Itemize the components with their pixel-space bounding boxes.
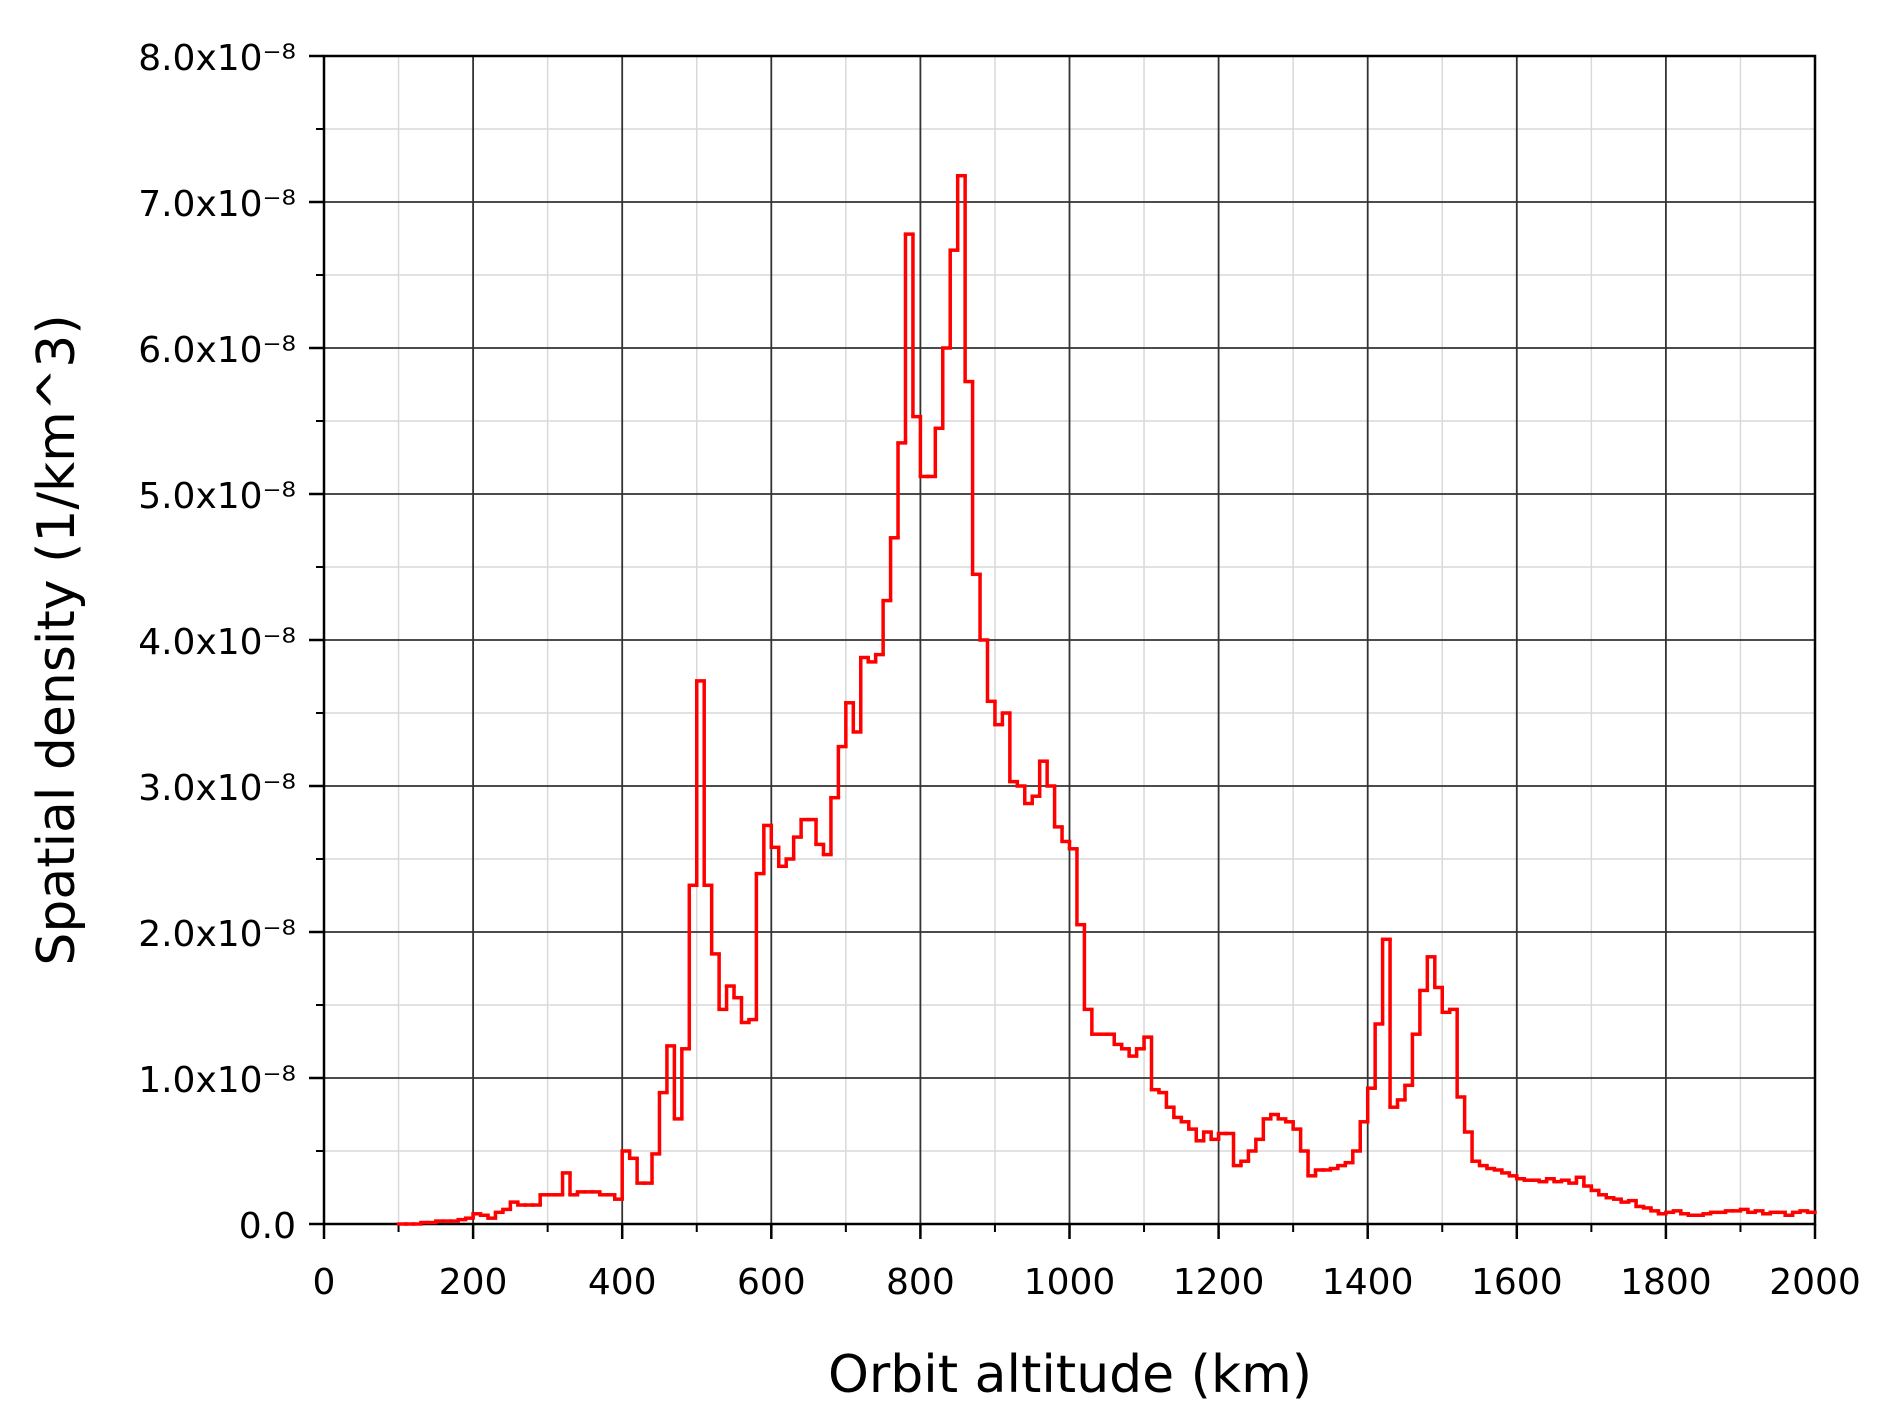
y-axis-title: Spatial density (1/km^3) [27,314,87,965]
y-tick-label: 4.0x10⁻⁸ [138,622,296,663]
y-tick-label: 2.0x10⁻⁸ [138,914,296,955]
plot-frame [322,54,1817,1226]
y-tick-label: 3.0x10⁻⁸ [138,768,296,809]
x-tick-label: 800 [886,1262,955,1303]
y-tick-label: 6.0x10⁻⁸ [138,330,296,371]
y-tick-label: 8.0x10⁻⁸ [138,38,296,79]
step-connector [419,175,1810,1224]
x-tick-label: 1000 [1024,1262,1116,1303]
x-tick-label: 0 [313,1262,336,1303]
y-tick-label: 7.0x10⁻⁸ [138,184,296,225]
x-tick-label: 200 [439,1262,508,1303]
x-tick-label: 1400 [1322,1262,1414,1303]
y-tick-label: 0.0 [239,1206,296,1247]
plot [396,173,1817,1226]
x-axis-title: Orbit altitude (km) [828,1345,1312,1405]
x-tick-label: 600 [737,1262,806,1303]
x-tick-label: 1800 [1620,1262,1712,1303]
x-tick-label: 1600 [1471,1262,1563,1303]
x-tick-label: 1200 [1173,1262,1265,1303]
y-tick-label: 5.0x10⁻⁸ [138,476,296,517]
y-tick-label: 1.0x10⁻⁸ [138,1060,296,1101]
x-tick-label: 2000 [1769,1262,1861,1303]
grid: 0 200 400 600 800 1000 1200 1400 1600 1800 2000 0.0… [138,38,1861,1303]
x-tick-label: 400 [588,1262,657,1303]
